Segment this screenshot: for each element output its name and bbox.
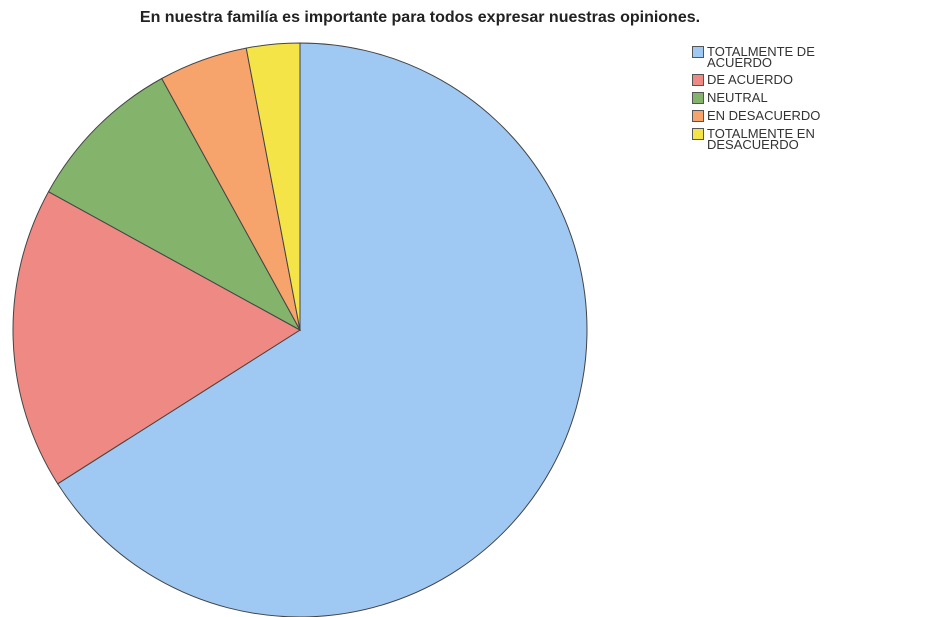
legend-swatch — [692, 46, 704, 58]
legend-label: TOTALMENTE DE ACUERDO — [707, 44, 815, 70]
legend-swatch — [692, 110, 704, 122]
pie-slice — [56, 42, 588, 617]
legend-label: EN DESACUERDO — [707, 108, 821, 123]
pie-slice — [12, 191, 301, 485]
legend-item: EN DESACUERDO — [692, 108, 862, 123]
legend: TOTALMENTE DE ACUERDO DE ACUERDO NEUTRAL EN… — [692, 44, 862, 156]
legend-item: TOTALMENTE EN DESACUERDO — [692, 126, 862, 152]
legend-label: NEUTRAL — [707, 90, 768, 105]
pie-slice — [47, 77, 302, 332]
legend-label: TOTALMENTE EN DESACUERDO — [707, 126, 815, 152]
pie-slice — [245, 42, 301, 331]
legend-item: TOTALMENTE DE ACUERDO — [692, 44, 862, 70]
legend-item: DE ACUERDO — [692, 72, 862, 87]
legend-swatch — [692, 74, 704, 86]
chart-title: En nuestra familía es importante para to… — [140, 9, 700, 26]
legend-swatch — [692, 128, 704, 140]
legend-item: NEUTRAL — [692, 90, 862, 105]
legend-swatch — [692, 92, 704, 104]
legend-label: DE ACUERDO — [707, 72, 793, 87]
